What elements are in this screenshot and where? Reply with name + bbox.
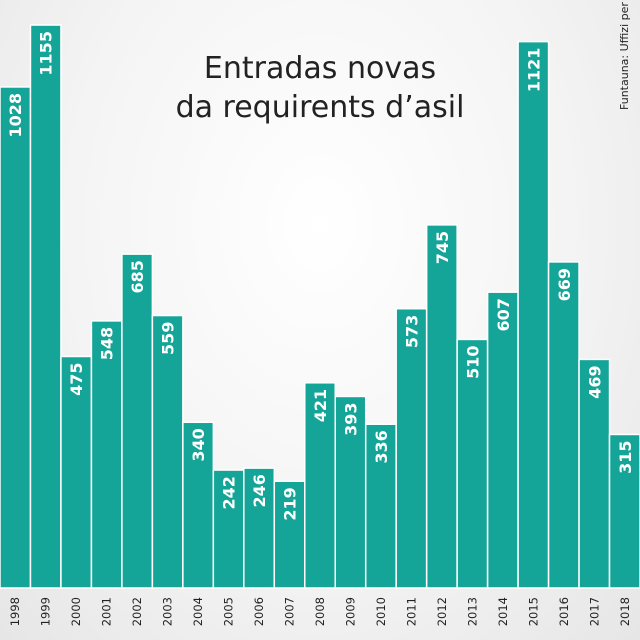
bar-2011 xyxy=(395,307,428,589)
data-label-2006: 246 xyxy=(250,474,269,507)
data-label-1998: 1028 xyxy=(6,93,25,138)
tick-label-2015: 2015 xyxy=(526,597,540,626)
tick-label-2012: 2012 xyxy=(435,597,449,626)
data-label-2013: 510 xyxy=(463,345,482,378)
bar-2015 xyxy=(517,40,550,589)
tick-label-2013: 2013 xyxy=(465,597,479,626)
bar-2017 xyxy=(578,358,611,589)
bar-1998 xyxy=(0,86,32,589)
bar-2008 xyxy=(304,382,336,589)
tick-label-2004: 2004 xyxy=(191,597,205,626)
tick-label-2008: 2008 xyxy=(313,597,327,626)
data-label-2002: 685 xyxy=(128,260,147,293)
data-label-2008: 421 xyxy=(311,389,330,422)
data-label-2000: 475 xyxy=(67,362,86,395)
tick-label-2014: 2014 xyxy=(496,597,510,626)
data-label-2005: 242 xyxy=(220,476,239,509)
bar-2016 xyxy=(547,261,580,589)
data-label-2010: 336 xyxy=(372,430,391,463)
source-note: Funtauna: Uffizi per migraziun GR xyxy=(618,0,631,110)
tick-label-2007: 2007 xyxy=(283,597,297,626)
tick-label-1998: 1998 xyxy=(8,597,22,626)
tick-label-2006: 2006 xyxy=(252,597,266,626)
data-label-2001: 548 xyxy=(98,327,117,360)
data-label-2018: 315 xyxy=(616,440,635,473)
bar-2004 xyxy=(182,421,215,589)
chart-title-line-2: da requirents d’asil xyxy=(175,90,465,125)
tick-label-2018: 2018 xyxy=(618,597,632,626)
data-label-2003: 559 xyxy=(159,322,178,355)
tick-label-2017: 2017 xyxy=(587,597,601,626)
bar-1999 xyxy=(29,24,62,589)
tick-label-2003: 2003 xyxy=(161,597,175,626)
data-label-2015: 1121 xyxy=(524,48,543,93)
data-label-2004: 340 xyxy=(189,428,208,461)
data-label-2009: 393 xyxy=(341,402,360,435)
bar-2006 xyxy=(243,467,276,589)
data-label-2016: 669 xyxy=(555,268,574,301)
bar-2003 xyxy=(151,314,184,589)
data-label-2007: 219 xyxy=(281,487,300,520)
bar-2002 xyxy=(121,253,154,589)
bar-2007 xyxy=(273,480,306,589)
bar-2005 xyxy=(212,469,245,589)
data-label-2017: 469 xyxy=(585,365,604,398)
data-label-2011: 573 xyxy=(402,315,421,348)
bar-2013 xyxy=(456,338,489,589)
bar-2014 xyxy=(486,291,519,589)
bar-2012 xyxy=(425,224,458,589)
bar-2000 xyxy=(60,355,93,589)
data-label-2012: 745 xyxy=(433,231,452,264)
tick-label-2016: 2016 xyxy=(557,597,571,626)
bar-2010 xyxy=(364,423,397,589)
chart-title-line-1: Entradas novas xyxy=(203,51,437,86)
tick-label-2009: 2009 xyxy=(343,597,357,626)
data-label-1999: 1155 xyxy=(37,31,56,76)
tick-label-2000: 2000 xyxy=(69,597,83,626)
bar-2018 xyxy=(608,433,640,589)
data-label-2014: 607 xyxy=(494,298,513,331)
tick-label-2011: 2011 xyxy=(404,597,418,626)
tick-label-2005: 2005 xyxy=(222,597,236,626)
tick-label-2001: 2001 xyxy=(100,597,114,626)
tick-label-1999: 1999 xyxy=(39,597,53,626)
tick-label-2010: 2010 xyxy=(374,597,388,626)
tick-label-2002: 2002 xyxy=(130,597,144,626)
